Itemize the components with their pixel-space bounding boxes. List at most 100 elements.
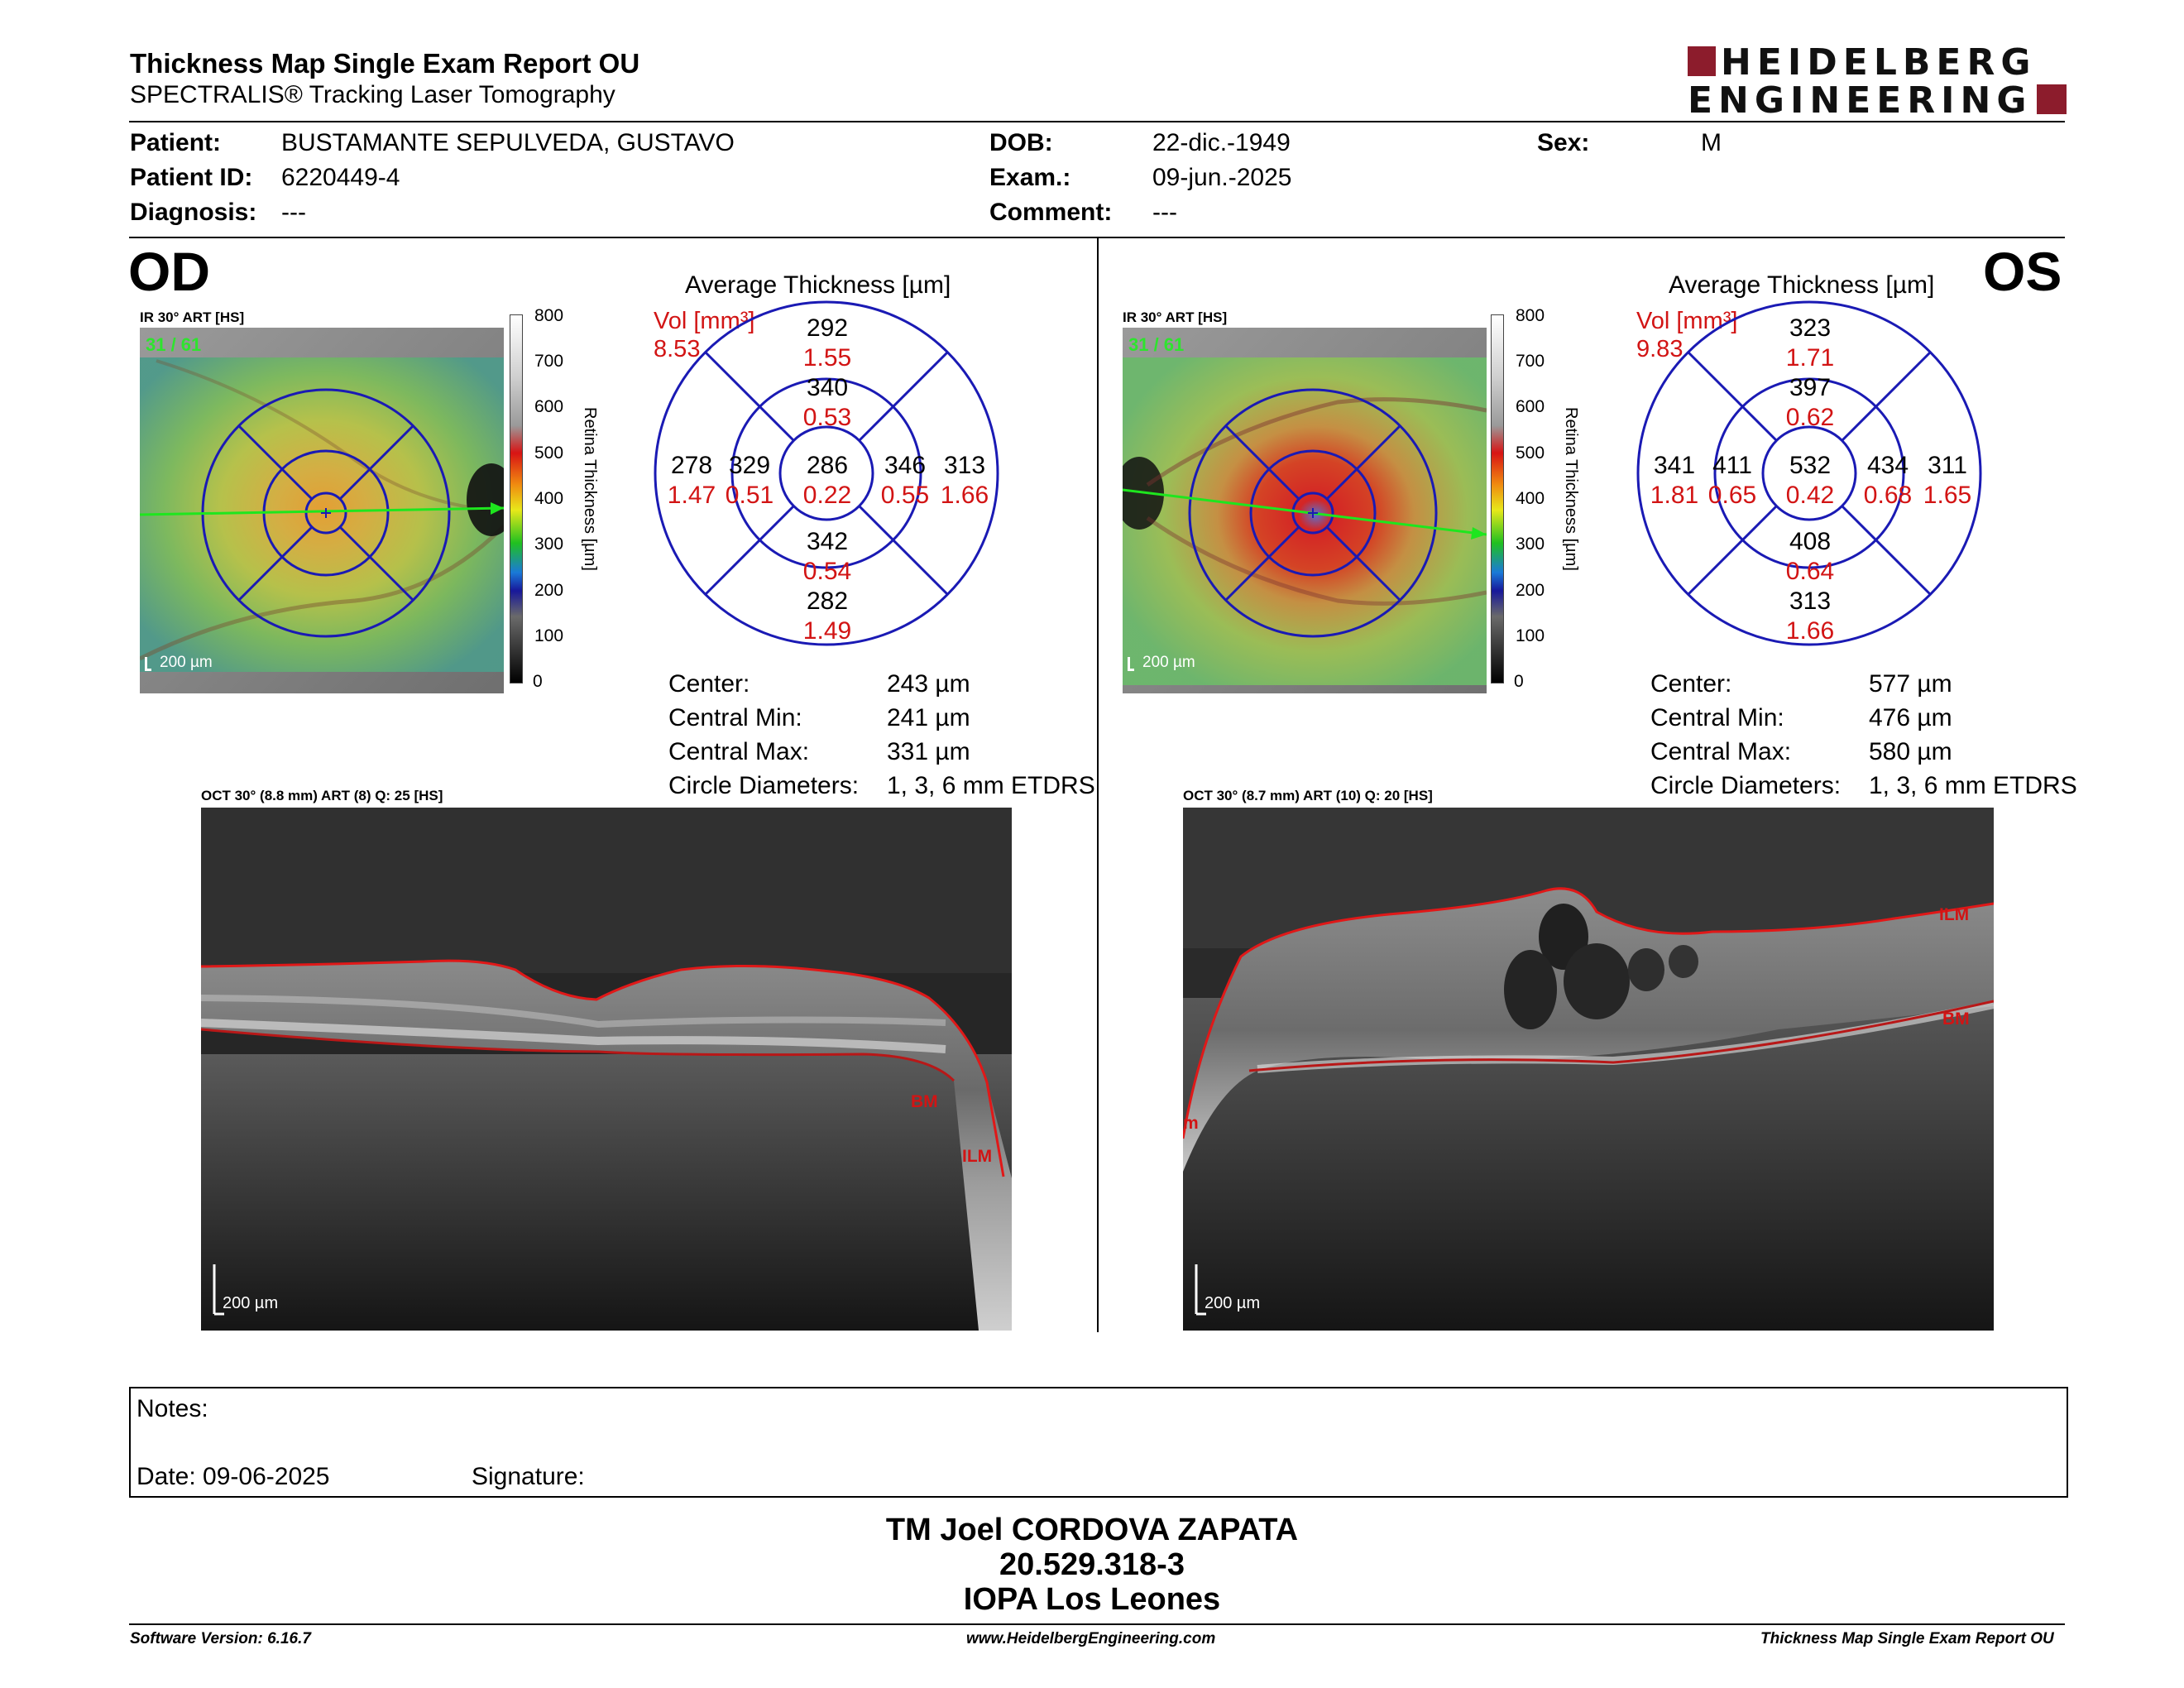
od-inner-superior-thickness: 340 bbox=[806, 374, 849, 401]
diagnosis-label: Diagnosis: bbox=[130, 199, 257, 226]
os-fundus-thickness-map: 31 / 61 200 µm bbox=[1123, 328, 1487, 693]
od-colorbar-tick: 800 bbox=[534, 306, 564, 325]
os-ir-caption: IR 30° ART [HS] bbox=[1123, 309, 1228, 325]
os-outer-inferior-thickness: 313 bbox=[1789, 587, 1832, 615]
center-divider bbox=[1097, 238, 1099, 1332]
os-center-thickness: 532 bbox=[1789, 452, 1832, 479]
od-circle-diameters-label: Circle Diameters: bbox=[668, 772, 860, 799]
od-inner-nasal-volume: 0.55 bbox=[880, 482, 930, 509]
os-inner-temporal-thickness: 411 bbox=[1712, 452, 1752, 479]
od-colorbar-tick: 600 bbox=[534, 397, 564, 416]
comment-label: Comment: bbox=[989, 199, 1113, 226]
os-avg-thickness-title: Average Thickness [µm] bbox=[1669, 271, 1935, 299]
os-center-label: Center: bbox=[1650, 670, 1732, 698]
od-outer-temporal-thickness: 278 bbox=[670, 452, 713, 479]
signer-id: 20.529.318-3 bbox=[999, 1547, 1185, 1582]
notes-date: Date: 09-06-2025 bbox=[136, 1463, 330, 1490]
os-fundus-scale-bar bbox=[1128, 657, 1130, 670]
od-outer-superior-thickness: 292 bbox=[806, 314, 849, 342]
patient-divider bbox=[129, 237, 2065, 238]
os-fundus-scale: 200 µm bbox=[1142, 654, 1195, 671]
os-colorbar-tick: 700 bbox=[1516, 352, 1545, 371]
od-central-min-label: Central Min: bbox=[668, 704, 802, 731]
od-colorbar-tick: 500 bbox=[534, 444, 564, 463]
os-eye-label: OS bbox=[1983, 241, 2062, 302]
patient-id: 6220449-4 bbox=[281, 164, 400, 191]
clinic-name: IOPA Los Leones bbox=[963, 1582, 1221, 1617]
od-center-label: Center: bbox=[668, 670, 750, 698]
os-oct-bscan: ILM BM m 200 µm bbox=[1183, 808, 1994, 1331]
software-version: Software Version: 6.16.7 bbox=[130, 1630, 311, 1647]
od-outer-nasal-volume: 1.66 bbox=[940, 482, 989, 509]
os-oct-caption: OCT 30° (8.7 mm) ART (10) Q: 20 [HS] bbox=[1183, 788, 1433, 803]
od-circle-diameters-value: 1, 3, 6 mm ETDRS bbox=[887, 772, 1095, 799]
os-colorbar-tick: 200 bbox=[1516, 581, 1545, 600]
od-central-max-value: 331 µm bbox=[887, 738, 970, 765]
od-inner-temporal-thickness: 329 bbox=[728, 452, 771, 479]
od-fundus-thickness-map: 31 / 61 200 µm bbox=[140, 328, 504, 693]
footer-report-name: Thickness Map Single Exam Report OU bbox=[1760, 1630, 2054, 1647]
os-central-min-label: Central Min: bbox=[1650, 704, 1784, 731]
od-frame-counter: 31 / 61 bbox=[146, 334, 202, 355]
os-frame-counter: 31 / 61 bbox=[1128, 334, 1185, 355]
os-etdrs-grid bbox=[1636, 300, 1982, 646]
logo-line-2: ENGINEERING bbox=[1688, 79, 2033, 122]
od-colorbar-tick: 700 bbox=[534, 352, 564, 371]
od-central-max-label: Central Max: bbox=[668, 738, 810, 765]
os-ilm-label: ILM bbox=[1939, 905, 1970, 924]
patient-name: BUSTAMANTE SEPULVEDA, GUSTAVO bbox=[281, 129, 735, 156]
os-inner-superior-volume: 0.62 bbox=[1785, 404, 1835, 431]
os-oct-scale: 200 µm bbox=[1205, 1294, 1261, 1312]
od-inner-nasal-thickness: 346 bbox=[884, 452, 927, 479]
os-inner-nasal-thickness: 434 bbox=[1866, 452, 1909, 479]
report-title: Thickness Map Single Exam Report OU bbox=[130, 48, 640, 79]
od-fundus-scale-bar bbox=[145, 657, 147, 670]
notes-box: Notes: Date: 09-06-2025 Signature: bbox=[129, 1387, 2068, 1498]
os-colorbar-tick: 0 bbox=[1514, 672, 1524, 691]
exam-date: 09-jun.-2025 bbox=[1152, 164, 1292, 191]
od-colorbar-tick: 300 bbox=[534, 535, 564, 554]
od-outer-nasal-thickness: 313 bbox=[943, 452, 986, 479]
os-central-max-value: 580 µm bbox=[1869, 738, 1952, 765]
os-thickness-colorbar: 800 700 600 500 400 300 200 100 0 Retina… bbox=[1491, 306, 1631, 695]
notes-label: Notes: bbox=[136, 1395, 208, 1422]
od-colorbar-gradient bbox=[510, 314, 523, 683]
os-volume-label: Vol [mm³] bbox=[1636, 308, 1738, 334]
os-colorbar-title: Retina Thickness [µm] bbox=[1562, 407, 1580, 571]
os-inner-temporal-volume: 0.65 bbox=[1707, 482, 1757, 509]
od-outer-superior-volume: 1.55 bbox=[802, 344, 852, 372]
logo-square-bottom bbox=[2037, 84, 2067, 114]
heidelberg-logo: HEIDELBERG ENGINEERING bbox=[1688, 45, 2068, 122]
od-inner-inferior-thickness: 342 bbox=[806, 528, 849, 555]
od-colorbar-tick: 400 bbox=[534, 489, 564, 508]
od-avg-thickness-title: Average Thickness [µm] bbox=[685, 271, 951, 299]
os-colorbar-tick: 400 bbox=[1516, 489, 1545, 508]
os-edge-label: m bbox=[1183, 1114, 1199, 1133]
od-ir-caption: IR 30° ART [HS] bbox=[140, 309, 245, 325]
os-central-max-label: Central Max: bbox=[1650, 738, 1792, 765]
diagnosis-value: --- bbox=[281, 199, 306, 226]
od-center-thickness: 286 bbox=[806, 452, 849, 479]
os-inner-nasal-volume: 0.68 bbox=[1863, 482, 1913, 509]
patient-label: Patient: bbox=[130, 129, 222, 156]
os-outer-superior-thickness: 323 bbox=[1789, 314, 1832, 342]
od-inner-inferior-volume: 0.54 bbox=[802, 558, 852, 585]
od-oct-bscan: BM ILM 200 µm bbox=[201, 808, 1012, 1331]
od-outer-inferior-thickness: 282 bbox=[806, 587, 849, 615]
website-link[interactable]: www.HeidelbergEngineering.com bbox=[966, 1630, 1216, 1647]
od-central-min-value: 241 µm bbox=[887, 704, 970, 731]
os-colorbar-tick: 600 bbox=[1516, 397, 1545, 416]
os-fundus-scale-foot bbox=[1128, 669, 1134, 671]
os-outer-temporal-thickness: 341 bbox=[1653, 452, 1696, 479]
os-outer-inferior-volume: 1.66 bbox=[1785, 617, 1835, 645]
od-colorbar-title: Retina Thickness [µm] bbox=[581, 407, 599, 571]
os-outer-superior-volume: 1.71 bbox=[1785, 344, 1835, 372]
od-center-volume: 0.22 bbox=[802, 482, 852, 509]
od-total-volume: 8.53 bbox=[654, 336, 701, 362]
report-subtitle: SPECTRALIS® Tracking Laser Tomography bbox=[130, 81, 615, 108]
sex-value: M bbox=[1701, 129, 1722, 156]
os-circle-diameters-value: 1, 3, 6 mm ETDRS bbox=[1869, 772, 2077, 799]
od-thickness-colorbar: 800 700 600 500 400 300 200 100 0 Retina… bbox=[510, 306, 650, 695]
od-outer-inferior-volume: 1.49 bbox=[802, 617, 852, 645]
comment-value: --- bbox=[1152, 199, 1177, 226]
